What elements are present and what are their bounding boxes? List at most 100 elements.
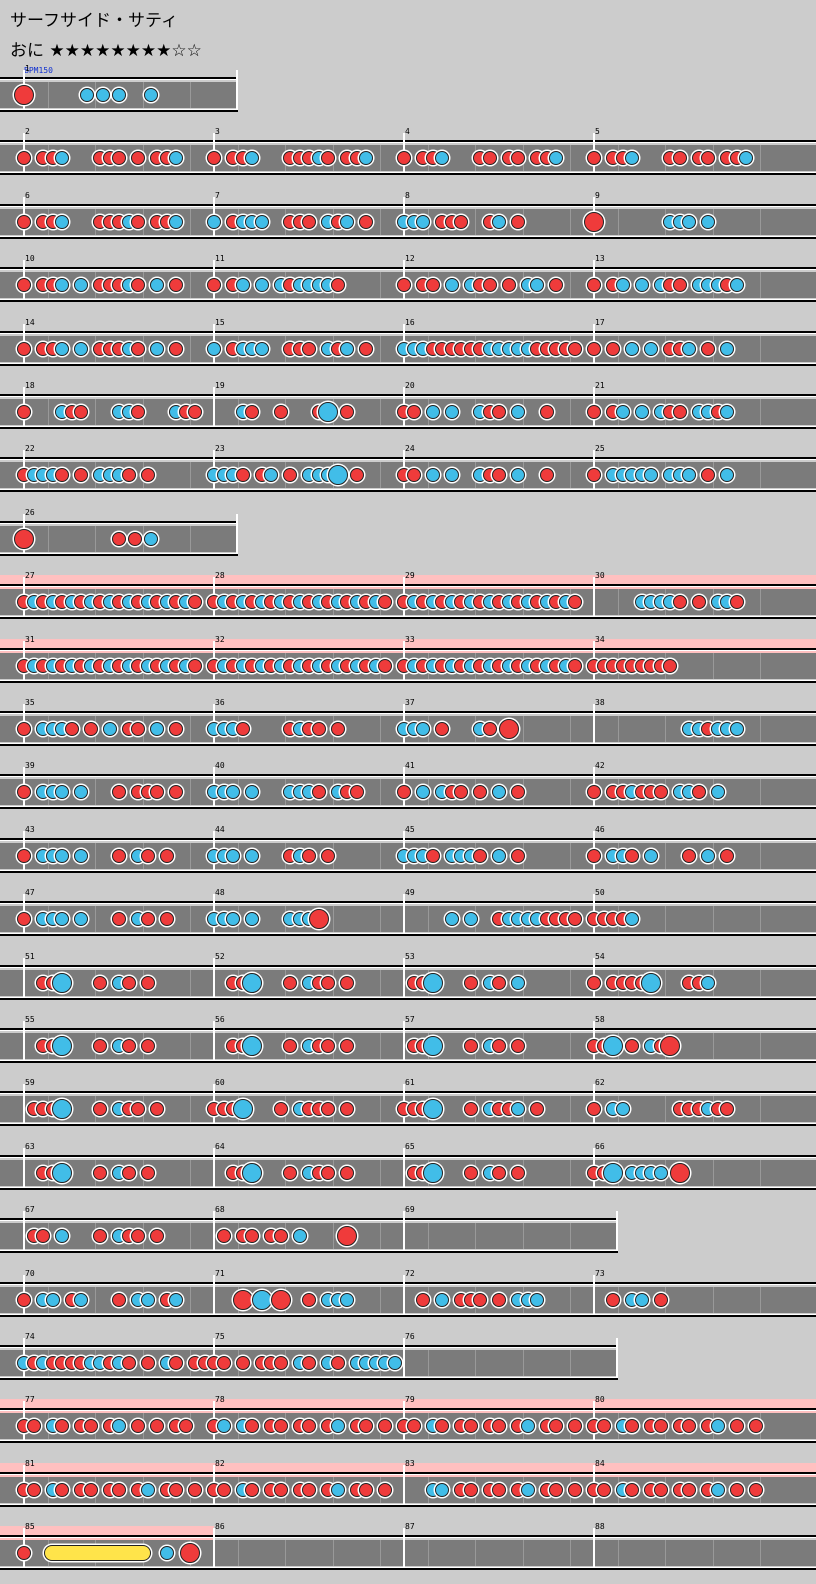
don-note — [587, 1102, 601, 1116]
ka-note — [729, 278, 744, 292]
ka-note — [140, 1483, 155, 1497]
don-note — [587, 849, 601, 863]
don-note — [93, 1229, 107, 1243]
beat-line — [190, 1096, 191, 1122]
beat-line — [570, 1033, 571, 1059]
don-note — [273, 1419, 288, 1433]
beat-line — [760, 1160, 761, 1186]
ka-note — [226, 849, 240, 863]
don-note — [425, 278, 440, 292]
measure-number: 23 — [215, 444, 225, 453]
beat-line — [428, 1540, 429, 1566]
don-note — [169, 342, 183, 356]
don-note — [83, 1483, 98, 1497]
don-note-big — [498, 719, 519, 739]
measure-number: 45 — [405, 825, 415, 834]
don-note — [17, 405, 31, 419]
don-note — [74, 405, 88, 419]
beat-line — [760, 209, 761, 235]
ka-note — [435, 1293, 449, 1307]
ka-note — [511, 468, 525, 482]
don-note — [330, 1356, 345, 1370]
don-note — [140, 1039, 155, 1053]
don-note — [463, 1102, 478, 1116]
ka-note — [739, 151, 753, 165]
don-note — [127, 532, 142, 546]
don-note — [748, 1419, 763, 1433]
ka-note-big — [603, 1036, 623, 1056]
don-note-big — [232, 1290, 253, 1310]
lane-border — [0, 965, 816, 967]
ka-note — [143, 532, 158, 546]
don-note — [397, 785, 411, 799]
don-note — [672, 595, 687, 609]
don-note — [511, 151, 525, 165]
don-note-big — [14, 85, 34, 105]
don-note — [492, 1039, 506, 1053]
measure-number: 75 — [215, 1332, 225, 1341]
beat-line — [760, 653, 761, 679]
measure-number: 62 — [595, 1078, 605, 1087]
lane-border — [0, 1568, 816, 1570]
don-note — [112, 1483, 126, 1497]
don-note — [378, 595, 392, 609]
measure-number: 4 — [405, 127, 410, 136]
ka-note — [701, 849, 715, 863]
don-note — [463, 1483, 478, 1497]
don-note — [406, 405, 421, 419]
ka-note — [644, 342, 658, 356]
ka-note — [644, 468, 658, 482]
ka-note — [340, 1293, 354, 1307]
don-note — [606, 342, 620, 356]
don-note — [653, 785, 668, 799]
measure-number: 9 — [595, 191, 600, 200]
ka-note — [150, 278, 164, 292]
lane-border — [0, 333, 816, 334]
beat-line — [333, 1540, 334, 1566]
lane-border — [0, 807, 816, 809]
don-note — [169, 1483, 183, 1497]
beat-line — [190, 336, 191, 362]
ka-note-big — [641, 973, 661, 993]
ka-note — [435, 151, 449, 165]
ka-note — [74, 785, 88, 799]
don-note — [435, 1419, 449, 1433]
don-note — [473, 785, 487, 799]
lane-border — [0, 1188, 816, 1190]
don-note-big — [660, 1036, 680, 1056]
measure-number: 32 — [215, 635, 225, 644]
beat-line — [570, 1287, 571, 1313]
ka-note-big — [422, 1099, 443, 1119]
don-note — [463, 976, 478, 990]
beat-line — [760, 272, 761, 298]
barline — [213, 1021, 215, 1061]
don-note — [169, 785, 183, 799]
don-note — [682, 849, 696, 863]
beat-line — [143, 526, 144, 552]
beat-line — [713, 906, 714, 932]
beat-line — [475, 1223, 476, 1249]
don-note — [17, 849, 31, 863]
don-note — [625, 1483, 639, 1497]
beat-line — [428, 1350, 429, 1376]
beat-line — [380, 399, 381, 425]
don-note — [188, 595, 202, 609]
don-note — [663, 659, 677, 673]
ka-note — [710, 1483, 725, 1497]
measure-number: 8 — [405, 191, 410, 200]
beat-line — [665, 970, 666, 996]
beat-line — [380, 1096, 381, 1122]
don-note — [112, 785, 126, 799]
beat-line — [333, 1223, 334, 1249]
don-note — [729, 1419, 744, 1433]
measure-number: 19 — [215, 381, 225, 390]
don-note — [549, 1483, 563, 1497]
don-note — [17, 1546, 31, 1560]
lane-border — [0, 617, 816, 619]
measure-number: 10 — [25, 254, 35, 263]
don-note — [397, 151, 411, 165]
don-note — [587, 785, 601, 799]
beat-line — [665, 1096, 666, 1122]
lane-border — [0, 77, 238, 79]
measure-number: 65 — [405, 1142, 415, 1151]
